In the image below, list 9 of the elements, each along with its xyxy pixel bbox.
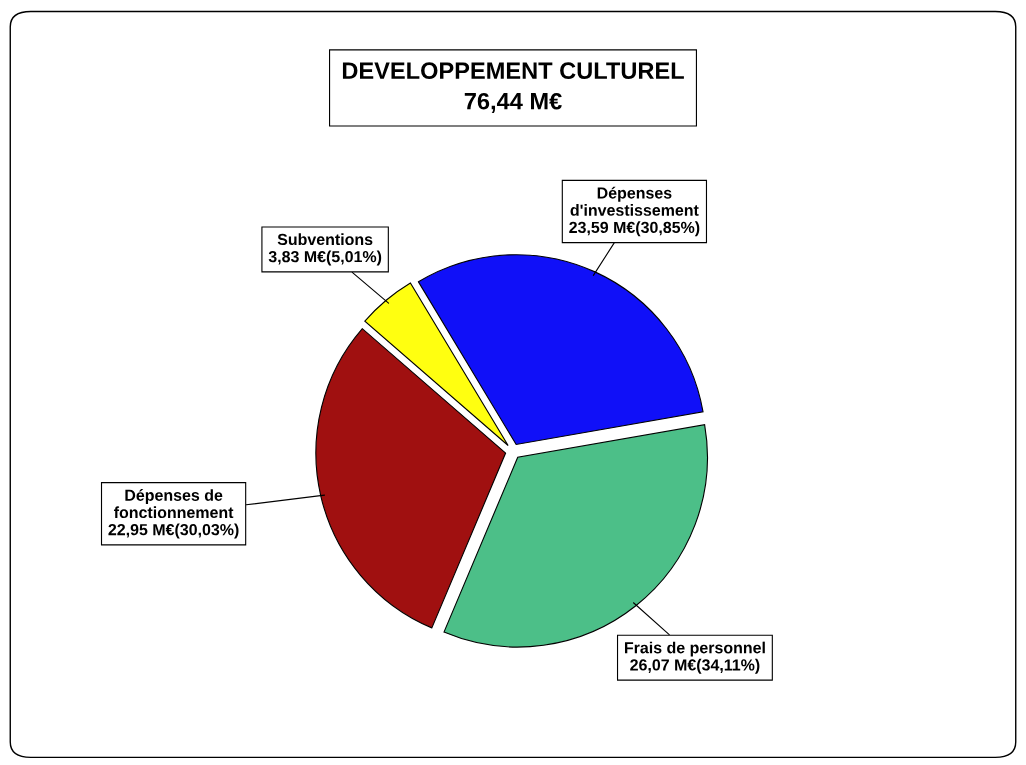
slice-label: Frais de personnel <box>624 641 765 657</box>
data-label: 22,95 M€(30,03%) <box>108 523 239 539</box>
chart-title: DEVELOPPEMENT CULTUREL 76,44 M€ <box>342 62 684 114</box>
data-label: 23,59 M€(30,85%) <box>569 221 700 237</box>
slice-label: Dépenses de fonctionnement <box>113 489 234 519</box>
data-label: 26,07 M€(34,11%) <box>630 658 760 674</box>
data-label: 3,83 M€(5,01%) <box>268 250 382 266</box>
slice-label: Subventions <box>277 233 373 246</box>
slice-label: Dépenses d'investissement <box>570 186 699 216</box>
